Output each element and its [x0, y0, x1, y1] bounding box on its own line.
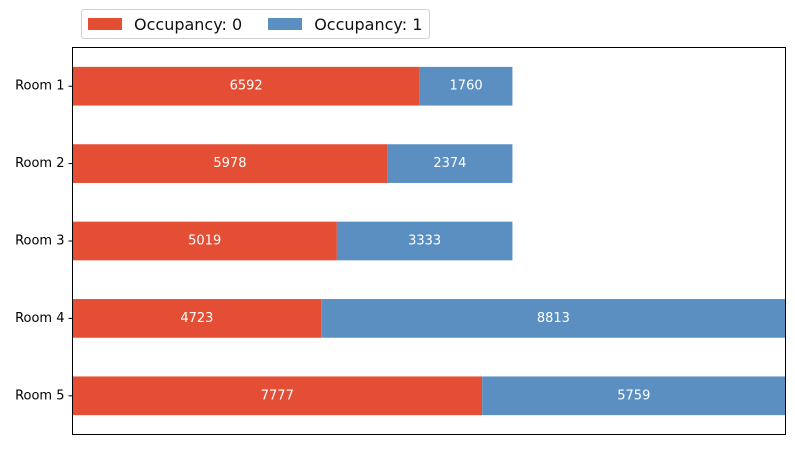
bar-room-3-occupancy-0	[72, 221, 337, 261]
legend-item-occupancy-1: Occupancy: 1	[268, 15, 422, 34]
data-label-room-2-occupancy-1: 2374	[433, 156, 466, 171]
bar-room-1-occupancy-0	[72, 66, 420, 106]
bar-room-4-occupancy-0	[72, 299, 322, 338]
bar-room-5-occupancy-0	[72, 376, 483, 416]
y-tick-label-room-5: Room 5	[15, 388, 64, 403]
data-label-room-1-occupancy-1: 1760	[450, 79, 483, 94]
legend-swatch-occupancy-0	[88, 18, 122, 30]
chart-legend: Occupancy: 0 Occupancy: 1	[81, 9, 431, 39]
bar-room-2-occupancy-1	[387, 144, 513, 183]
bar-room-2-occupancy-0	[72, 144, 388, 183]
bar-room-4-occupancy-1	[321, 299, 786, 338]
data-label-room-3-occupancy-1: 3333	[408, 234, 441, 249]
data-label-room-5-occupancy-0: 7777	[261, 388, 294, 403]
legend-label-occupancy-1: Occupancy: 1	[314, 14, 423, 34]
data-label-room-5-occupancy-1: 5759	[617, 388, 650, 403]
data-label-room-4-occupancy-1: 8813	[537, 311, 570, 326]
y-tick-label-room-2: Room 2	[15, 156, 64, 171]
y-tick-label-room-1: Room 1	[15, 79, 64, 94]
y-tick-label-room-4: Room 4	[15, 311, 64, 326]
legend-swatch-occupancy-1	[268, 18, 303, 30]
data-label-room-4-occupancy-0: 4723	[180, 311, 213, 326]
legend-label-occupancy-0: Occupancy: 0	[134, 14, 243, 34]
bars-layer	[72, 66, 786, 416]
bar-room-3-occupancy-1	[336, 221, 513, 261]
bar-room-1-occupancy-1	[419, 66, 513, 106]
y-axis: Room 1 Room 2 Room 3 Room 4 Room 5	[15, 79, 73, 403]
data-label-room-2-occupancy-0: 5978	[213, 156, 246, 171]
data-label-room-3-occupancy-0: 5019	[188, 234, 221, 249]
bar-room-5-occupancy-1	[482, 376, 786, 416]
y-tick-label-room-3: Room 3	[15, 234, 64, 249]
data-labels-layer: 6592 1760 5978 2374 5019 3333 4723 8813 7777 5759	[180, 79, 650, 404]
plot-frame	[72, 47, 786, 435]
data-label-room-1-occupancy-0: 6592	[230, 79, 263, 94]
legend-item-occupancy-0: Occupancy: 0	[88, 15, 242, 34]
